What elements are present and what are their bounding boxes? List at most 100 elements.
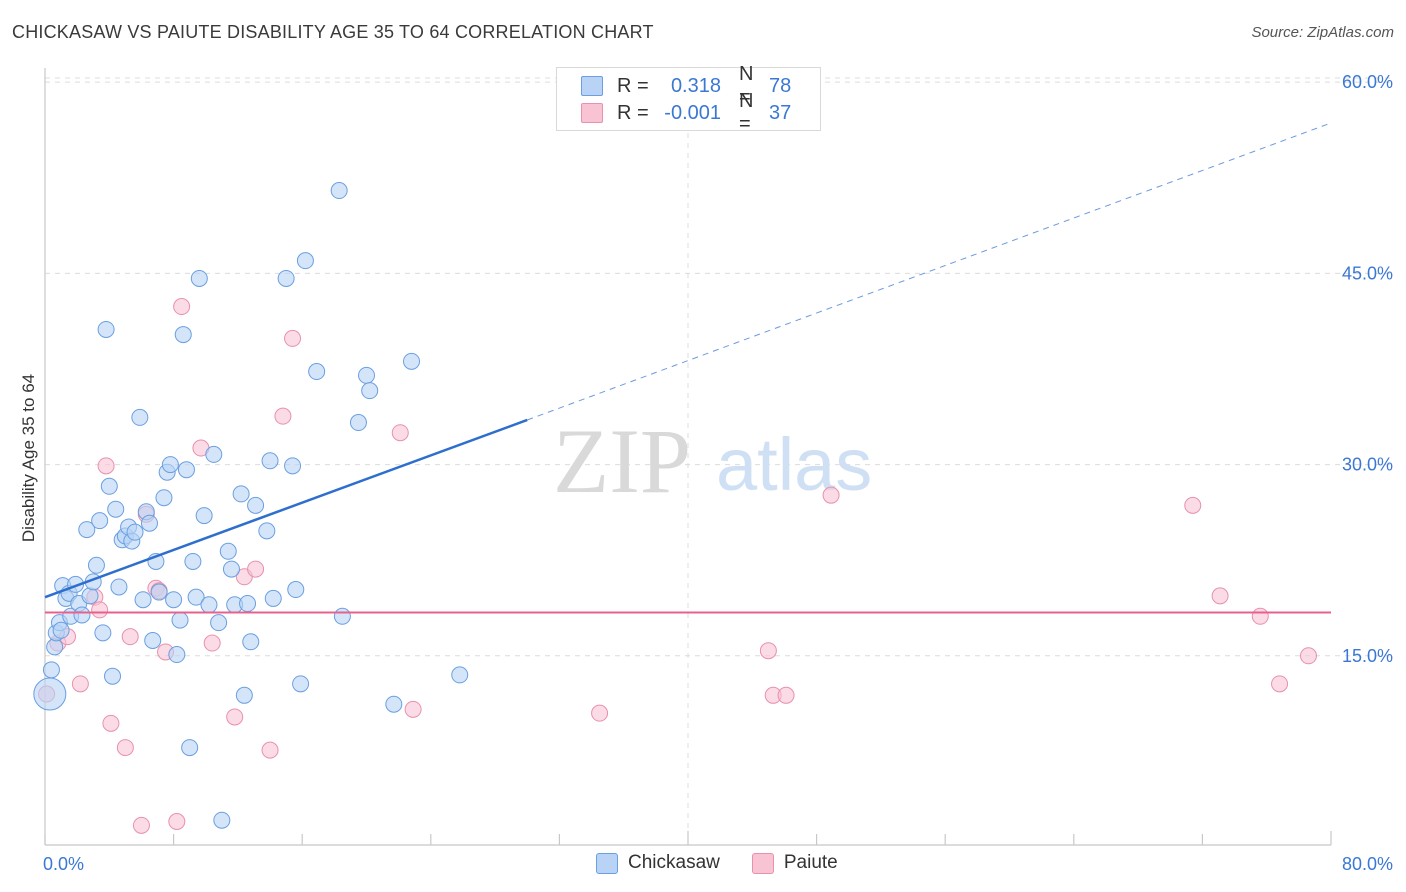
chickasaw-point [403,352,421,370]
chickasaw-trend-extension [527,122,1332,421]
chickasaw-point [155,489,173,507]
y-tick-label: 30.0% [1342,455,1393,475]
series-swatch-paiute [751,852,774,874]
series-label-chickasaw: Chickasaw [628,852,720,873]
chickasaw-point [349,414,367,432]
y-tick-label: 45.0% [1342,263,1393,283]
chickasaw-point [100,477,118,495]
chickasaw-point [385,695,403,713]
chickasaw-point [222,560,240,578]
watermark-atlas: atlas [716,423,872,506]
paiute-point [116,739,134,757]
y-tick-label: 15.0% [1342,646,1393,666]
paiute-point [173,298,191,316]
chickasaw-point [296,252,314,270]
chickasaw-point [73,606,91,624]
paiute-point [404,700,422,718]
paiute-point [102,714,120,732]
series-legend-paiute: Paiute [751,852,838,874]
chickasaw-point [107,500,125,518]
chickasaw-point [91,512,109,530]
legend-r-value: -0.001 [664,101,721,124]
paiute-point [91,601,109,619]
chickasaw-point [210,614,228,632]
series-label-paiute: Paiute [783,852,838,873]
paiute-point [822,486,840,504]
chickasaw-point [150,583,168,601]
chickasaw-point [239,595,257,613]
chickasaw-points [33,182,469,829]
paiute-point [274,407,292,425]
legend-n-value: 37 [769,101,792,124]
watermark-zip: ZIP [553,410,691,512]
chickasaw-point [235,686,253,704]
axes [44,68,1332,846]
chickasaw-point [87,556,105,574]
chickasaw-point [134,591,152,609]
chickasaw-point [131,408,149,426]
x-tick-label-max: 80.0% [1342,854,1393,874]
legend-swatch-paiute [581,103,603,123]
chickasaw-point [264,589,282,607]
paiute-point [1251,607,1269,625]
chickasaw-point [242,633,260,651]
series-legend-chickasaw: Chickasaw [596,852,720,874]
paiute-point [203,634,221,652]
paiute-point [226,708,244,726]
paiute-point [284,329,302,347]
chickasaw-point [81,587,99,605]
paiute-point [1271,675,1289,693]
paiute-point [121,628,139,646]
legend-row-chickasaw: R = 0.318 N = 78 [581,63,792,108]
x-tick-label-min: 0.0% [43,854,84,874]
chickasaw-point [261,452,279,470]
legend-r-value: 0.318 [670,74,721,97]
chickasaw-point [140,514,158,532]
paiute-point [168,813,186,831]
chickasaw-point [52,621,70,639]
paiute-point [1211,587,1229,605]
y-axis-title: Disability Age 35 to 64 [19,374,38,542]
chickasaw-point [46,638,64,656]
chickasaw-point [171,611,189,629]
chickasaw-point [78,521,96,539]
legend-swatch-chickasaw [581,76,603,96]
chickasaw-point [174,326,192,344]
paiute-point [1299,647,1317,665]
chickasaw-point [308,363,326,381]
chickasaw-point [200,596,218,614]
series-legend: Chickasaw Paiute [596,852,870,874]
chickasaw-point [165,591,183,609]
chickasaw-point [330,182,348,200]
chickasaw-point [358,366,375,384]
paiute-point [132,816,150,834]
paiute-point [1184,496,1202,514]
chickasaw-point [104,667,122,685]
trend-lines [44,122,1332,614]
legend-row-paiute: R = -0.001 N = 37 [581,90,792,135]
chickasaw-point [177,461,195,479]
chickasaw-point [181,739,199,757]
chickasaw-point [213,811,231,829]
chickasaw-point [144,631,162,649]
paiute-point [591,704,609,722]
chart-title: CHICKASAW VS PAIUTE DISABILITY AGE 35 TO… [12,22,654,42]
chickasaw-point [195,507,213,525]
chickasaw-point [451,666,469,684]
chickasaw-point [110,578,128,596]
correlation-legend: R = 0.318 N = 78 R = -0.001 N = 37 [556,63,821,135]
chickasaw-point [277,269,295,287]
source-label: Source: ZipAtlas.com [1251,24,1394,41]
paiute-point [759,642,777,660]
paiute-point [777,686,795,704]
legend-n-label: N = [739,63,754,108]
chickasaw-point [190,269,208,287]
legend-n-label: N = [739,90,754,135]
legend-n-value: 78 [769,74,792,97]
legend-r-label: R = [617,101,649,124]
paiute-point [261,741,279,759]
chickasaw-point [126,523,144,541]
chickasaw-point [361,382,379,400]
paiute-point [391,424,409,442]
